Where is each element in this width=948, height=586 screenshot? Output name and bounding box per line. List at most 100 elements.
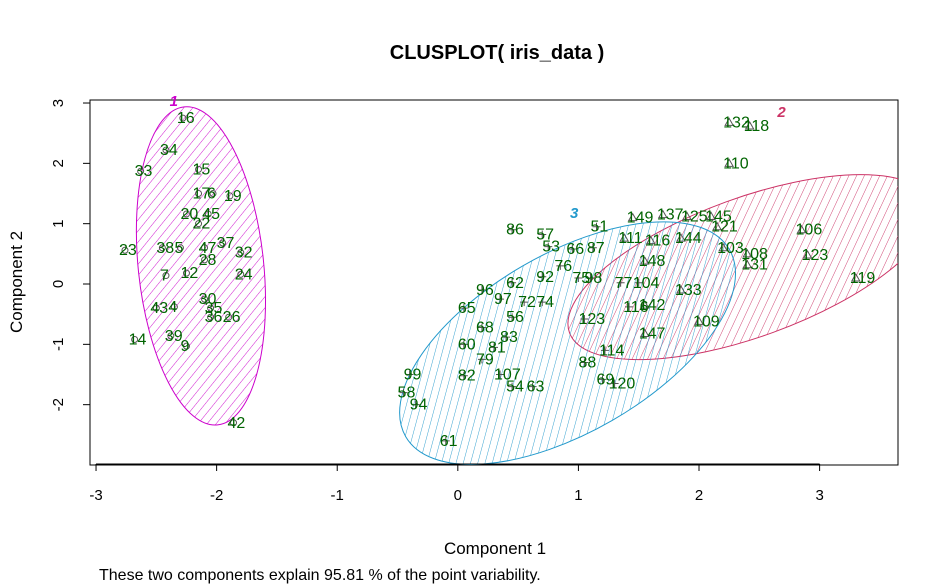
point-label: 36 — [205, 309, 223, 326]
point-marker — [574, 273, 583, 282]
point-marker — [195, 220, 203, 228]
point-marker — [182, 269, 190, 277]
point-label: 119 — [850, 270, 876, 287]
point-label: 88 — [578, 354, 596, 371]
x-tick-label: 2 — [695, 487, 703, 504]
point-label: 137 — [657, 207, 684, 224]
point-marker — [718, 242, 728, 252]
point-marker — [237, 270, 245, 278]
point-label: 62 — [506, 275, 524, 292]
point-marker — [538, 272, 547, 281]
point-label: 81 — [488, 339, 506, 356]
point-marker — [137, 167, 145, 175]
chart-title: CLUSPLOT( iris_data ) — [390, 42, 604, 64]
point-label: 72 — [518, 294, 536, 311]
x-tick-label: -3 — [89, 487, 102, 504]
cluster-label-2: 2 — [776, 104, 786, 121]
point-label: 9 — [180, 338, 189, 355]
point-marker — [195, 190, 203, 198]
point-marker — [616, 278, 625, 287]
point-label: 103 — [717, 240, 744, 257]
cluster-ellipses — [135, 106, 898, 465]
point-marker — [201, 295, 209, 303]
point-label: 60 — [458, 336, 476, 353]
point-marker — [207, 304, 215, 312]
point-label: 42 — [228, 415, 246, 432]
point-label: 22 — [193, 216, 211, 233]
point-label: 106 — [796, 222, 823, 239]
x-axis-label: Component 1 — [444, 539, 546, 558]
point-label: 111 — [618, 230, 642, 247]
point-marker — [176, 244, 184, 252]
point-marker — [502, 333, 511, 342]
point-label: 110 — [723, 155, 749, 172]
point-label: 24 — [235, 266, 253, 283]
point-label: 74 — [536, 294, 554, 311]
point-label: 19 — [224, 188, 242, 205]
point-marker — [796, 224, 807, 234]
point-marker — [152, 304, 160, 312]
cluster-labels: 1 2 3 — [170, 93, 787, 222]
point-label: 109 — [693, 313, 720, 330]
point-label: 120 — [609, 376, 636, 393]
point-marker — [230, 419, 238, 427]
point-label: 147 — [639, 325, 666, 342]
point-marker — [538, 230, 547, 239]
point-label: 7 — [160, 268, 169, 285]
y-tick-label: -2 — [50, 398, 67, 411]
point-label: 131 — [741, 257, 768, 274]
point-marker — [682, 211, 692, 220]
cluster-label-3: 3 — [570, 205, 579, 222]
point-marker — [742, 248, 753, 258]
point-marker — [201, 256, 209, 264]
y-tick-label: -1 — [50, 338, 67, 351]
point-marker — [179, 114, 187, 122]
point-marker — [634, 278, 643, 287]
point-marker — [744, 120, 755, 130]
point-label: 16 — [177, 110, 195, 127]
point-label: 82 — [458, 368, 476, 385]
cluster-ellipse-1 — [135, 106, 267, 426]
point-marker — [600, 346, 609, 355]
point-label: 51 — [591, 219, 609, 236]
point-marker — [508, 313, 517, 322]
point-marker — [625, 302, 634, 311]
point-label: 26 — [223, 309, 241, 326]
point-marker — [182, 342, 190, 350]
point-label: 92 — [536, 269, 554, 286]
point-label: 53 — [542, 239, 560, 256]
point-label: 107 — [494, 367, 521, 384]
point-marker — [121, 246, 129, 254]
point-label: 20 — [180, 206, 198, 223]
point-label: 66 — [566, 241, 584, 258]
point-label: 132 — [723, 114, 750, 131]
point-marker — [237, 249, 245, 257]
point-marker — [508, 278, 517, 287]
point-marker — [405, 370, 414, 379]
point-label: 98 — [584, 270, 602, 287]
point-marker — [538, 298, 547, 307]
point-label: 47 — [199, 240, 217, 257]
point-label: 63 — [527, 379, 545, 396]
point-marker — [528, 382, 537, 391]
point-label: 75 — [572, 270, 590, 287]
point-marker — [162, 272, 170, 280]
point-label: 61 — [440, 433, 458, 450]
point-label: 144 — [675, 230, 702, 247]
point-label: 104 — [633, 275, 660, 292]
point-marker — [411, 400, 420, 409]
y-tick-label: 3 — [50, 99, 67, 107]
point-label: 94 — [410, 397, 428, 414]
point-marker — [477, 323, 486, 332]
point-marker — [204, 210, 212, 218]
point-label: 148 — [639, 253, 666, 270]
point-label: 116 — [623, 299, 649, 316]
point-marker — [544, 242, 553, 251]
point-marker — [580, 315, 589, 323]
point-marker — [598, 375, 607, 384]
point-label: 108 — [741, 246, 768, 263]
point-marker — [477, 355, 486, 364]
point-marker — [195, 165, 203, 173]
